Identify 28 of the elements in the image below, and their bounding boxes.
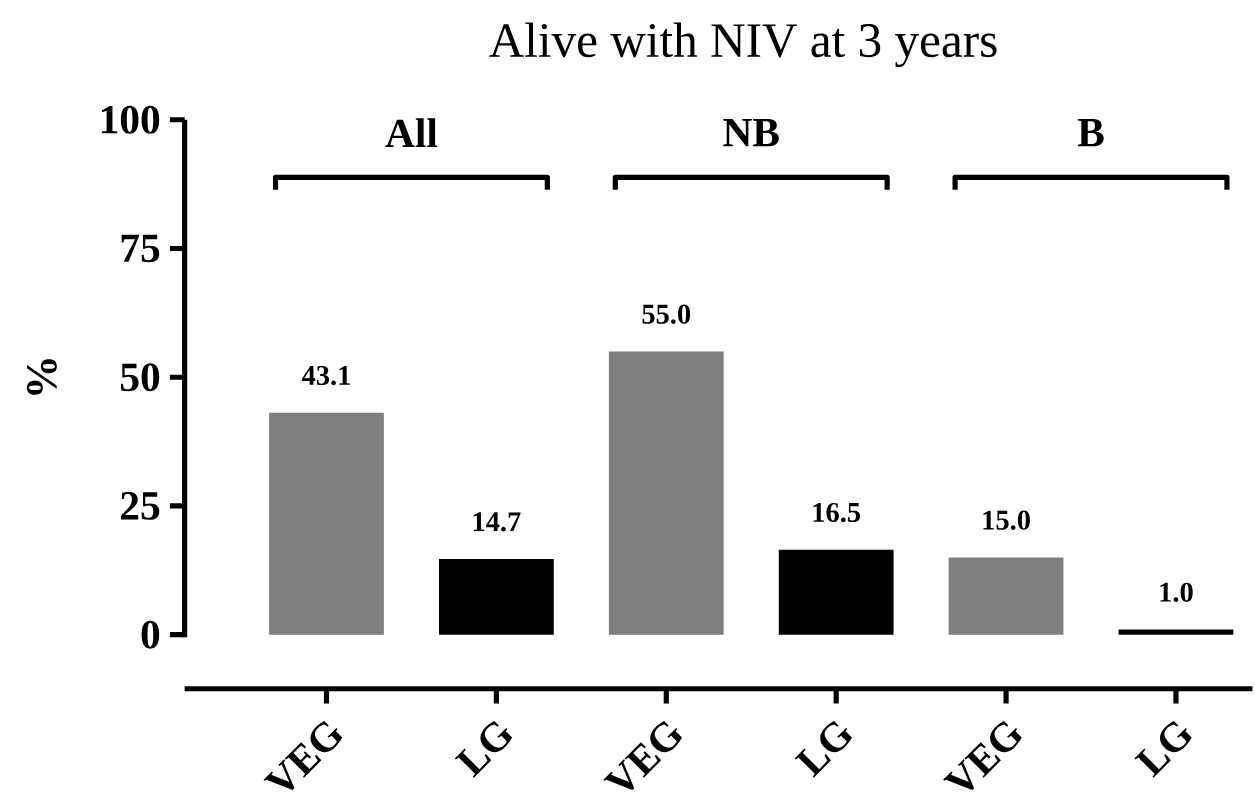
annotation: NB [723, 119, 779, 147]
data-label: 14.7 [473, 512, 521, 532]
x-tick-label: LG [454, 720, 513, 778]
data-label: 1.0 [1160, 582, 1193, 602]
annotation: All [385, 118, 438, 148]
bar [778, 549, 894, 635]
x-tick-label: VEG [943, 720, 1022, 791]
data-label: 55.0 [642, 304, 691, 324]
annotation: B [1077, 119, 1104, 147]
bar [269, 412, 384, 635]
y-tick-label: 25 [121, 492, 160, 520]
x-tick-label: LG [1134, 720, 1192, 778]
bar [1118, 629, 1234, 635]
data-label: 16.5 [813, 502, 861, 523]
x-tick-label: LG [794, 720, 852, 778]
data-label: 43.1 [301, 365, 350, 386]
y-tick-label: 50 [120, 363, 160, 392]
bar [439, 559, 554, 635]
y-tick-label: 100 [101, 105, 160, 134]
y-tick-label: 75 [121, 234, 160, 263]
x-tick-label: VEG [263, 720, 343, 791]
y-axis-title: % [26, 359, 57, 395]
y-tick-label: 0 [141, 620, 160, 649]
data-label: 15.0 [983, 510, 1030, 530]
bar [948, 557, 1064, 635]
bar [608, 351, 724, 635]
chart-title: Alive with NIV at 3 years [489, 22, 997, 68]
x-tick-label: VEG [603, 720, 682, 791]
